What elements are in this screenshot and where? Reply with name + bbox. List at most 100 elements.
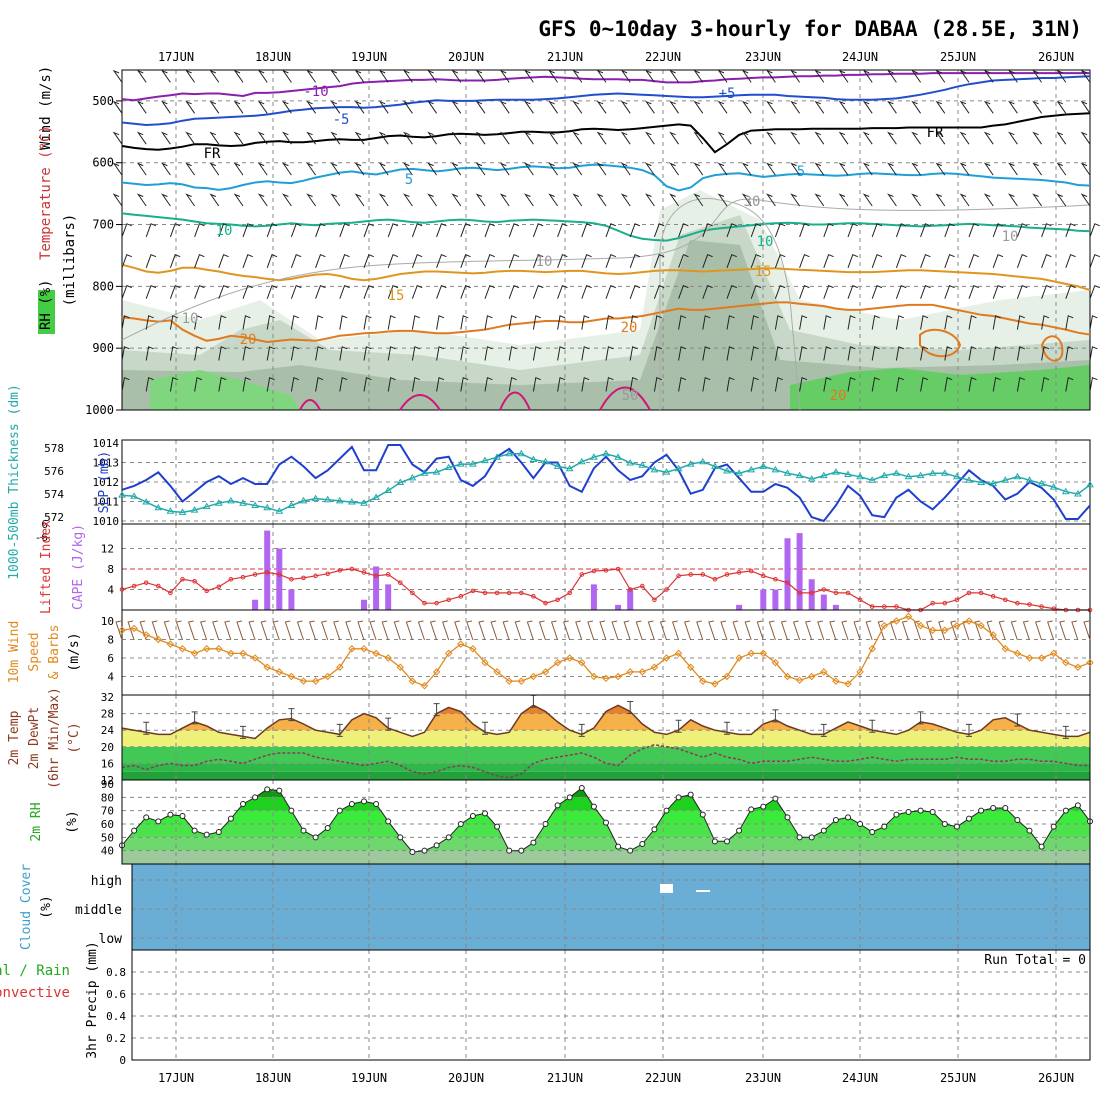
chart-title: GFS 0~10day 3-hourly for DABAA (28.5E, 3… xyxy=(538,17,1082,41)
wind-barb xyxy=(209,162,220,176)
wind-barb xyxy=(968,254,979,268)
pressure-tick: 1000 xyxy=(85,403,114,417)
wind-barb xyxy=(436,284,447,299)
thickness-point xyxy=(1001,476,1010,483)
wind10-point xyxy=(263,663,271,671)
rh-point xyxy=(143,814,150,821)
wind-barb xyxy=(145,223,157,238)
thickness-point xyxy=(892,469,901,476)
rh-shading xyxy=(150,370,300,410)
rh-point xyxy=(905,809,912,815)
wind-barb xyxy=(887,193,897,207)
wind-barb xyxy=(411,346,420,361)
cloud-axis-label: Cloud Cover xyxy=(19,864,34,950)
temp-tick: 16 xyxy=(101,757,114,770)
wind-barb xyxy=(524,100,534,114)
wind-barb xyxy=(799,346,808,361)
wind-barb xyxy=(944,377,953,392)
wind10-point xyxy=(699,677,707,685)
wind10-point xyxy=(541,668,550,676)
rh-point xyxy=(288,807,295,814)
slp-tick: 1013 xyxy=(93,457,120,470)
wind10-point xyxy=(130,624,138,633)
dewpoint-line xyxy=(121,743,1090,779)
wind-barb xyxy=(403,100,413,114)
wind-barb xyxy=(387,254,399,268)
wind10-barb xyxy=(248,620,256,641)
wind10-point xyxy=(662,654,671,662)
wind-barb xyxy=(1008,69,1018,83)
cape-axis-label: CAPE (J/kg) xyxy=(71,524,86,610)
rh2m-units-label: (%) xyxy=(65,810,80,833)
li-point xyxy=(736,570,742,575)
wind-barb xyxy=(233,131,244,145)
wind-barb xyxy=(790,131,801,145)
rh-band xyxy=(122,824,1090,838)
upper-frame xyxy=(121,69,1091,411)
li-tick: -6 xyxy=(35,531,48,544)
wind-barb xyxy=(1041,254,1052,268)
run-total: Run Total = 0 xyxy=(984,953,1086,968)
wind-barb xyxy=(242,377,251,392)
thickness-point xyxy=(1037,479,1046,487)
wind10-barb xyxy=(429,620,438,641)
wind-barb xyxy=(823,284,834,299)
wind10-barb xyxy=(550,620,559,641)
slp-tick: 1012 xyxy=(93,476,120,489)
li-point xyxy=(446,597,452,603)
rh-point xyxy=(687,791,694,798)
wind-barb xyxy=(266,315,275,330)
wind-barb xyxy=(266,377,275,392)
wind-barb xyxy=(339,377,348,392)
thickness-tick: 576 xyxy=(44,465,64,478)
wind-barb xyxy=(484,346,493,361)
wind-barb xyxy=(887,100,897,114)
wind10-barb xyxy=(369,620,377,641)
pressure-tick: 900 xyxy=(92,341,114,355)
wind-barb xyxy=(968,346,977,361)
contour-label: FR xyxy=(927,125,944,141)
wind10-barb xyxy=(817,620,825,641)
contour-label: +5 xyxy=(719,86,736,102)
wind-barb xyxy=(596,100,607,114)
wind-barb xyxy=(814,131,825,145)
date-label-bottom: 26JUN xyxy=(1038,1071,1074,1085)
wind-barb xyxy=(209,100,220,114)
wind-barb xyxy=(596,131,607,145)
contour-label: 20 xyxy=(830,388,847,404)
wind-barb xyxy=(475,69,486,83)
wind-barb xyxy=(920,377,929,392)
cape-bar xyxy=(252,599,259,610)
li-point xyxy=(482,590,488,596)
isotherm-10 xyxy=(121,212,1091,242)
wind-barb xyxy=(572,131,583,145)
wind10-point xyxy=(227,649,235,658)
wind10-point xyxy=(989,631,997,639)
temp-minmax xyxy=(1014,713,1021,727)
wind-barb xyxy=(169,223,181,238)
wind10-point xyxy=(457,640,465,648)
thickness-point xyxy=(844,470,852,477)
wind-barb xyxy=(581,284,592,299)
wind10-point xyxy=(1001,645,1010,653)
precip-tick: 0 xyxy=(119,1054,126,1067)
wind10-point xyxy=(202,645,211,653)
wind10-point xyxy=(1086,658,1094,667)
li-point xyxy=(797,590,802,596)
date-label-bottom: 25JUN xyxy=(940,1071,976,1085)
li-point xyxy=(845,590,851,596)
rh-point xyxy=(966,815,972,822)
thickness-point xyxy=(432,468,441,475)
date-label-top: 17JUN xyxy=(158,50,194,64)
wind10-point xyxy=(856,668,864,676)
wind10-point xyxy=(360,645,368,653)
wind10-barb xyxy=(563,620,571,641)
thickness-point xyxy=(614,453,622,460)
wind-barb xyxy=(185,69,196,83)
wind-barb xyxy=(871,315,880,330)
wind10-point xyxy=(1074,663,1082,671)
rh-contour xyxy=(121,198,1091,341)
wind-barb xyxy=(862,162,873,176)
wind10-point xyxy=(723,672,731,681)
wind-barb xyxy=(871,223,883,238)
